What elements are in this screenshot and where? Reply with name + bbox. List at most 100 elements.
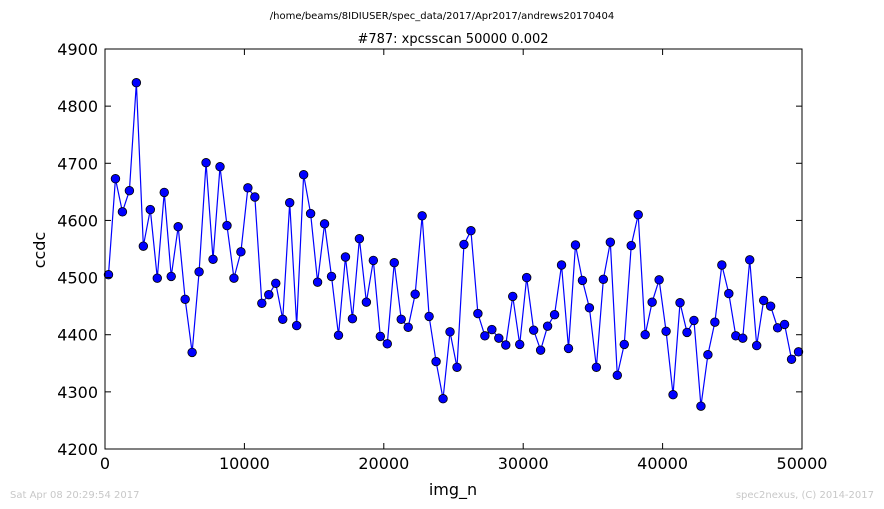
- data-point: [271, 278, 281, 288]
- y-tick-label: 4600: [57, 211, 98, 230]
- data-point: [528, 325, 539, 335]
- data-point: [459, 239, 469, 250]
- data-point: [291, 320, 302, 331]
- data-point: [319, 219, 330, 229]
- data-point: [159, 187, 169, 198]
- footer-credit: spec2nexus, (C) 2014-2017: [736, 490, 874, 501]
- data-point: [535, 345, 546, 355]
- data-point: [368, 255, 379, 266]
- data-point: [201, 158, 211, 168]
- data-point: [542, 321, 553, 331]
- data-point: [549, 310, 560, 320]
- data-point: [570, 240, 581, 250]
- data-point: [124, 186, 135, 196]
- data-point: [521, 272, 532, 283]
- data-point: [208, 254, 218, 264]
- data-point: [180, 294, 190, 304]
- data-point: [145, 204, 156, 215]
- data-point: [361, 297, 372, 307]
- data-point: [417, 211, 427, 221]
- y-tick-label: 4700: [57, 154, 98, 173]
- data-point: [285, 198, 295, 208]
- data-point: [312, 277, 323, 287]
- data-point: [633, 210, 643, 220]
- plot-frame: [104, 48, 803, 450]
- data-point: [765, 301, 776, 311]
- data-point: [626, 240, 636, 251]
- data-point: [473, 308, 483, 319]
- data-point: [333, 330, 344, 340]
- data-point: [494, 333, 504, 343]
- y-tick-label: 4500: [57, 269, 98, 288]
- data-point: [466, 226, 476, 236]
- x-axis-label: img_n: [429, 480, 477, 500]
- x-tick-label: 20000: [358, 454, 409, 473]
- data-point: [445, 327, 455, 337]
- data-point: [696, 401, 706, 411]
- data-point: [612, 370, 622, 380]
- series-line: [107, 82, 799, 407]
- data-point: [138, 241, 149, 251]
- data-point: [717, 260, 727, 270]
- data-point: [751, 340, 762, 351]
- footer-timestamp: Sat Apr 08 20:29:54 2017: [10, 490, 140, 501]
- data-point: [675, 298, 685, 308]
- data-point: [689, 315, 699, 326]
- data-point: [640, 330, 650, 340]
- data-layer: [103, 78, 804, 411]
- data-point: [786, 354, 797, 364]
- data-point: [382, 339, 392, 349]
- data-point: [298, 170, 309, 180]
- data-point: [424, 311, 434, 322]
- data-point: [682, 327, 692, 338]
- data-point: [515, 339, 525, 350]
- data-point: [166, 271, 176, 282]
- data-point: [215, 162, 225, 172]
- y-tick-label: 4200: [57, 440, 98, 459]
- data-point: [243, 183, 253, 193]
- x-tick-label: 10000: [219, 454, 270, 473]
- data-point: [110, 174, 121, 184]
- data-point: [389, 258, 399, 268]
- data-point: [173, 222, 183, 232]
- x-tick-label: 40000: [637, 454, 688, 473]
- x-tick-label: 30000: [498, 454, 549, 473]
- data-point: [403, 322, 413, 332]
- data-point: [375, 331, 386, 342]
- data-point: [654, 275, 664, 285]
- data-point: [264, 290, 274, 300]
- data-point: [710, 317, 720, 327]
- data-point: [229, 273, 239, 283]
- data-point: [410, 289, 420, 299]
- data-point: [152, 273, 162, 283]
- data-point: [745, 255, 755, 265]
- data-point: [556, 260, 567, 270]
- data-point: [487, 324, 497, 335]
- data-point: [278, 314, 288, 324]
- data-point: [501, 340, 511, 350]
- data-point: [396, 314, 406, 324]
- data-point: [647, 297, 657, 307]
- x-tick-label: 50000: [777, 454, 828, 473]
- data-point: [452, 362, 462, 372]
- data-point: [724, 288, 734, 299]
- data-point: [431, 356, 441, 367]
- data-point: [703, 350, 713, 360]
- y-tick-label: 4900: [57, 40, 98, 59]
- data-point: [480, 331, 490, 341]
- data-point: [194, 267, 204, 277]
- y-tick-label: 4800: [57, 97, 98, 116]
- figure-suptitle: /home/beams/8IDIUSER/spec_data/2017/Apr2…: [270, 11, 614, 22]
- data-point: [605, 237, 616, 247]
- data-point: [619, 339, 629, 350]
- data-point: [661, 326, 671, 336]
- x-axis: 0 10000 20000 30000 40000 50000: [100, 49, 828, 473]
- data-point: [326, 271, 337, 282]
- data-point: [257, 298, 267, 308]
- data-point: [103, 270, 114, 280]
- data-point: [508, 291, 518, 302]
- data-point: [758, 295, 769, 306]
- data-point: [347, 314, 358, 324]
- chart-title: #787: xpcsscan 50000 0.002: [357, 32, 548, 47]
